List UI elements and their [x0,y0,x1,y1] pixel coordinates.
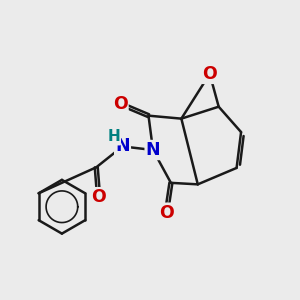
Text: O: O [202,65,217,83]
Text: O: O [91,188,106,206]
Text: N: N [146,141,160,159]
Text: O: O [159,204,174,222]
Text: H: H [107,129,120,144]
Text: O: O [113,95,128,113]
Text: N: N [115,137,130,155]
